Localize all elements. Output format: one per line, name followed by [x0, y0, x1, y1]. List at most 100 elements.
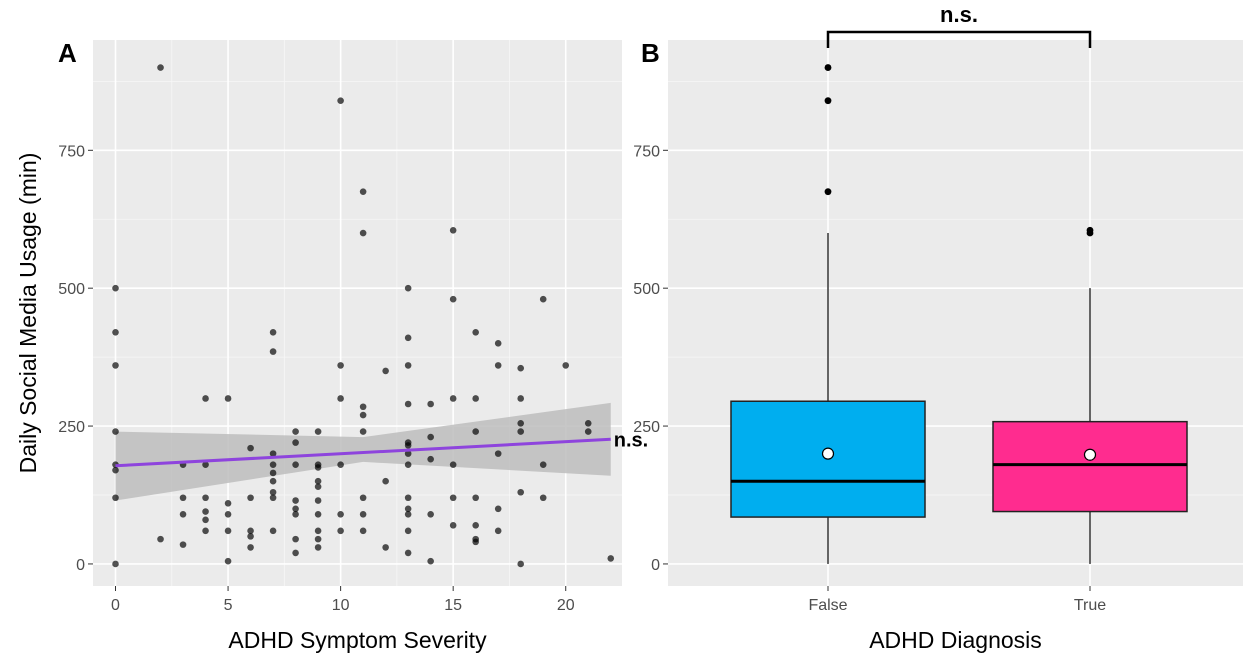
- scatter-point: [404, 284, 412, 292]
- y-tick-label: 500: [58, 281, 85, 298]
- scatter-point: [112, 560, 119, 568]
- outlier-point: [1086, 226, 1094, 234]
- scatter-point: [539, 494, 547, 502]
- y-axis-label: Daily Social Media Usage (min): [15, 153, 41, 474]
- scatter-point: [494, 362, 502, 369]
- y-tick-label: 250: [633, 419, 660, 436]
- scatter-point: [359, 428, 367, 435]
- scatter-point: [517, 364, 525, 372]
- scatter-point: [202, 516, 209, 524]
- scatter-point: [269, 450, 277, 457]
- data-points: [112, 64, 615, 568]
- scatter-point: [404, 450, 412, 457]
- scatter-point: [404, 334, 412, 342]
- scatter-point: [179, 511, 187, 518]
- scatter-point: [562, 362, 570, 369]
- mean-marker: [821, 447, 835, 460]
- scatter-point: [359, 494, 367, 502]
- scatter-point: [449, 494, 457, 502]
- scatter-point: [269, 469, 277, 477]
- scatter-point: [269, 329, 277, 336]
- panel-b-boxplot: False True 0 250 500 750 n.s. B ADHD Diagnos…: [633, 2, 1243, 653]
- scatter-point: [269, 348, 277, 355]
- y-tick-label: 750: [633, 143, 660, 160]
- x-tick-label: False: [808, 597, 847, 614]
- scatter-point: [472, 522, 479, 529]
- y-tick-label: 0: [651, 557, 660, 574]
- scatter-point: [112, 362, 119, 369]
- x-tick-label: 5: [224, 597, 233, 614]
- scatter-point: [112, 494, 119, 502]
- scatter-point: [269, 461, 277, 468]
- scatter-point: [404, 505, 412, 513]
- scatter-point: [404, 362, 412, 369]
- scatter-point: [337, 511, 344, 518]
- x-axis-label-a: ADHD Symptom Severity: [228, 627, 487, 653]
- scatter-point: [337, 362, 344, 369]
- scatter-point: [359, 511, 367, 518]
- outlier-point: [824, 97, 832, 105]
- scatter-point: [539, 461, 547, 468]
- scatter-point: [427, 557, 434, 565]
- scatter-point: [337, 395, 344, 402]
- scatter-point: [472, 329, 479, 336]
- scatter-point: [584, 420, 592, 427]
- scatter-point: [404, 549, 412, 557]
- panel-a-background: [93, 40, 622, 586]
- scatter-point: [224, 395, 232, 402]
- scatter-point: [472, 494, 479, 502]
- box-iqr: [992, 420, 1188, 513]
- scatter-point: [517, 395, 525, 402]
- scatter-point: [202, 461, 209, 468]
- y-tick-label: 750: [58, 143, 85, 160]
- scatter-point: [382, 544, 389, 551]
- scatter-point: [314, 428, 322, 435]
- scatter-point: [404, 494, 412, 502]
- scatter-point: [359, 229, 367, 237]
- scatter-point: [224, 557, 232, 565]
- scatter-point: [179, 494, 187, 502]
- scatter-point: [292, 535, 299, 543]
- trend-line: [115, 437, 611, 468]
- scatter-point: [202, 395, 209, 402]
- scatter-point: [427, 511, 434, 518]
- scatter-point: [157, 535, 164, 543]
- scatter-point: [539, 295, 547, 303]
- scatter-point: [157, 64, 164, 71]
- scatter-point: [314, 527, 322, 535]
- scatter-point: [224, 527, 232, 535]
- scatter-point: [224, 511, 232, 518]
- scatter-point: [269, 527, 277, 535]
- scatter-point: [314, 544, 322, 551]
- scatter-point: [517, 488, 525, 496]
- x-tick-label: 0: [111, 597, 120, 614]
- scatter-point: [292, 549, 299, 557]
- y-tick-label: 250: [58, 419, 85, 436]
- scatter-point: [404, 527, 412, 535]
- scatter-point: [449, 522, 457, 529]
- scatter-point: [202, 527, 209, 535]
- scatter-point: [359, 188, 367, 195]
- scatter-point: [517, 428, 525, 435]
- scatter-point: [112, 466, 119, 474]
- x-tick-label: 15: [444, 597, 462, 614]
- scatter-point: [314, 497, 322, 504]
- scatter-point: [112, 329, 119, 336]
- scatter-point: [449, 395, 457, 402]
- scatter-point: [382, 367, 389, 375]
- scatter-point: [247, 527, 254, 535]
- scatter-point: [112, 284, 119, 292]
- y-tick-label: 0: [76, 557, 85, 574]
- scatter-point: [427, 433, 434, 441]
- mean-marker: [1083, 448, 1097, 461]
- y-axis-ticks-b: 0 250 500 750: [633, 143, 668, 574]
- scatter-point: [247, 444, 254, 452]
- scatter-point: [314, 464, 322, 471]
- significance-annotation-b: n.s.: [940, 2, 978, 27]
- scatter-point: [314, 477, 322, 485]
- scatter-point: [584, 428, 592, 435]
- scatter-point: [449, 461, 457, 468]
- scatter-point: [472, 428, 479, 435]
- box-true: [992, 226, 1188, 564]
